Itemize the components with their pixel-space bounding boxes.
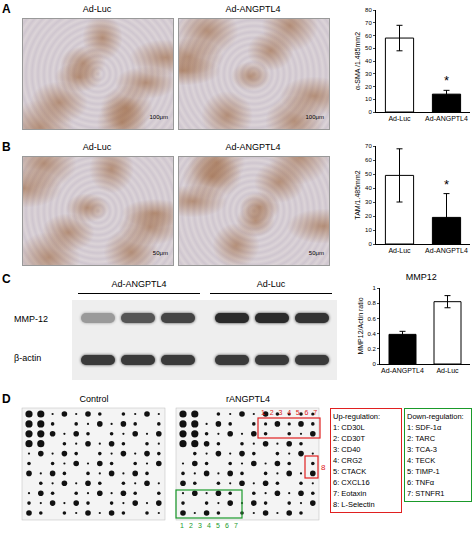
svg-text:0: 0 bbox=[368, 241, 372, 247]
html-text:50μm: 50μm bbox=[152, 250, 168, 256]
html-text:Down-regulation:: Down-regulation: bbox=[407, 412, 464, 421]
svg-text:4: 4 bbox=[207, 522, 211, 529]
html-text:100μm: 100μm bbox=[305, 114, 324, 120]
svg-text:*: * bbox=[444, 177, 449, 192]
svg-text:6: 6 bbox=[305, 409, 309, 416]
svg-text:70: 70 bbox=[365, 143, 372, 149]
html-text:6: TNFα: 6: TNFα bbox=[407, 478, 435, 487]
svg-text:20: 20 bbox=[365, 213, 372, 219]
svg-text:7: 7 bbox=[313, 409, 317, 416]
svg-text:8: 8 bbox=[321, 463, 326, 472]
html-text:1: SDF-1α: 1: SDF-1α bbox=[407, 423, 442, 432]
svg-text:5: 5 bbox=[296, 409, 300, 416]
svg-text:4: 4 bbox=[287, 409, 291, 416]
svg-text:Ad-Luc: Ad-Luc bbox=[388, 115, 411, 122]
svg-text:60: 60 bbox=[365, 33, 372, 39]
svg-text:10: 10 bbox=[365, 96, 372, 102]
svg-text:1: 1 bbox=[261, 409, 265, 416]
html-text:50μm: 50μm bbox=[308, 250, 324, 256]
svg-text:Control: Control bbox=[79, 394, 108, 404]
html-text:β-actin: β-actin bbox=[14, 353, 42, 363]
html-text:3: CD40: 3: CD40 bbox=[333, 445, 361, 454]
svg-text:Ad-Luc: Ad-Luc bbox=[436, 367, 459, 374]
svg-text:10: 10 bbox=[365, 227, 372, 233]
html-text:7: Eotaxin: 7: Eotaxin bbox=[333, 489, 367, 498]
svg-text:40: 40 bbox=[365, 185, 372, 191]
svg-text:Ad-ANGPTL4: Ad-ANGPTL4 bbox=[425, 115, 468, 122]
svg-text:MMP12/Actin ratio: MMP12/Actin ratio bbox=[357, 297, 364, 354]
svg-text:α-SMA /1.485mm2: α-SMA /1.485mm2 bbox=[354, 32, 361, 90]
html-text:C: C bbox=[2, 272, 11, 286]
svg-text:Ad-ANGPTL4: Ad-ANGPTL4 bbox=[381, 367, 424, 374]
svg-text:2: 2 bbox=[270, 409, 274, 416]
svg-text:Ad-ANGPTL4: Ad-ANGPTL4 bbox=[425, 247, 468, 254]
svg-text:30: 30 bbox=[365, 199, 372, 205]
svg-text:0.8: 0.8 bbox=[367, 300, 376, 306]
svg-text:3: 3 bbox=[278, 409, 282, 416]
svg-text:20: 20 bbox=[365, 84, 372, 90]
svg-text:0.6: 0.6 bbox=[367, 316, 376, 322]
html-text:Ad-ANGPTL4: Ad-ANGPTL4 bbox=[225, 4, 281, 14]
svg-text:30: 30 bbox=[365, 71, 372, 77]
html-text:Ad-Luc: Ad-Luc bbox=[256, 279, 286, 289]
svg-text:80: 80 bbox=[365, 7, 372, 13]
html-text:1: CD30L: 1: CD30L bbox=[333, 423, 365, 432]
svg-text:0.2: 0.2 bbox=[367, 346, 376, 352]
svg-text:2: 2 bbox=[189, 522, 193, 529]
svg-text:0.4: 0.4 bbox=[367, 331, 376, 337]
html-text:2: CD30T: 2: CD30T bbox=[333, 434, 366, 443]
html-text:Ad-Luc: Ad-Luc bbox=[82, 4, 112, 14]
svg-text:0: 0 bbox=[372, 361, 376, 367]
html-text:Up-regulation:: Up-regulation: bbox=[333, 412, 381, 421]
html-text:2: TARC: 2: TARC bbox=[407, 434, 436, 443]
svg-text:MMP12: MMP12 bbox=[406, 272, 437, 282]
html-text:4: CRG2: 4: CRG2 bbox=[333, 456, 363, 465]
html-text:5: CTACK: 5: CTACK bbox=[333, 467, 367, 476]
svg-text:rANGPTL4: rANGPTL4 bbox=[226, 394, 270, 404]
svg-text:60: 60 bbox=[365, 157, 372, 163]
svg-text:*: * bbox=[444, 73, 449, 88]
svg-text:1: 1 bbox=[372, 285, 376, 291]
svg-text:1: 1 bbox=[180, 522, 184, 529]
html-text:4: TECK: 4: TECK bbox=[407, 456, 436, 465]
html-text:MMP-12: MMP-12 bbox=[14, 314, 48, 324]
html-text:D: D bbox=[2, 392, 11, 406]
svg-text:70: 70 bbox=[365, 20, 372, 26]
svg-text:3: 3 bbox=[198, 522, 202, 529]
svg-text:7: 7 bbox=[234, 522, 238, 529]
html-text:8: L-Selectin: 8: L-Selectin bbox=[333, 500, 375, 509]
svg-text:Ad-Luc: Ad-Luc bbox=[388, 247, 411, 254]
svg-text:50: 50 bbox=[365, 171, 372, 177]
svg-text:6: 6 bbox=[225, 522, 229, 529]
html-text:B: B bbox=[2, 140, 11, 154]
svg-text:40: 40 bbox=[365, 58, 372, 64]
html-text:A: A bbox=[2, 2, 11, 16]
html-text:3: TCA-3: 3: TCA-3 bbox=[407, 445, 437, 454]
svg-text:5: 5 bbox=[216, 522, 220, 529]
svg-text:0: 0 bbox=[368, 109, 372, 115]
html-text:7: STNFR1: 7: STNFR1 bbox=[407, 489, 445, 498]
html-text:Ad-Luc: Ad-Luc bbox=[82, 142, 112, 152]
html-text:6: CXCL16: 6: CXCL16 bbox=[333, 478, 370, 487]
html-text:Ad-ANGPTL4: Ad-ANGPTL4 bbox=[111, 279, 167, 289]
svg-text:50: 50 bbox=[365, 45, 372, 51]
html-text:100μm: 100μm bbox=[149, 114, 168, 120]
html-text:5: TIMP-1: 5: TIMP-1 bbox=[407, 467, 440, 476]
svg-text:TAM/1.485mm2: TAM/1.485mm2 bbox=[354, 170, 361, 219]
html-text:Ad-ANGPTL4: Ad-ANGPTL4 bbox=[225, 142, 281, 152]
